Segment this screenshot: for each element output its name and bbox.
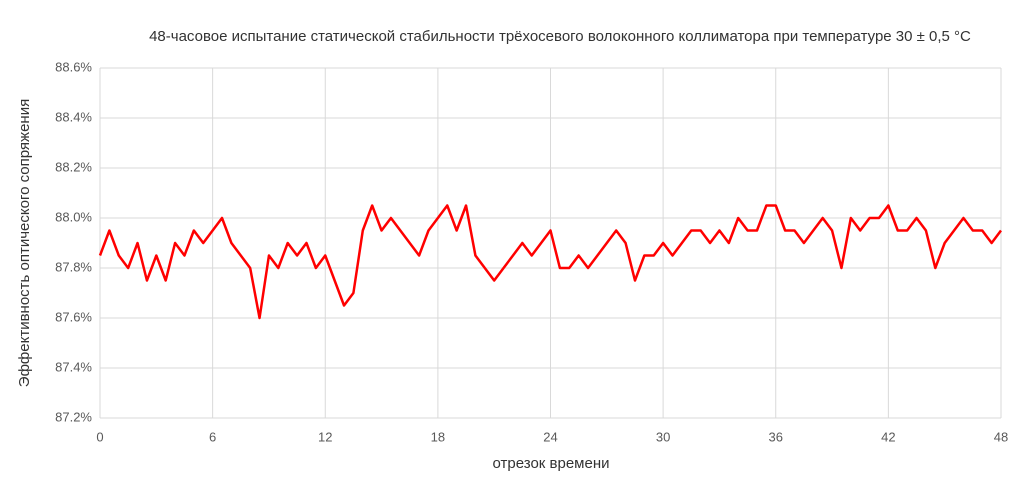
x-tick-label: 42 (881, 429, 895, 444)
x-tick-label: 30 (656, 429, 670, 444)
x-tick-label: 18 (431, 429, 445, 444)
y-tick-label: 87.4% (55, 359, 92, 374)
y-tick-label: 88.2% (55, 159, 92, 174)
x-tick-label: 6 (209, 429, 216, 444)
y-tick-label: 87.8% (55, 259, 92, 274)
x-axis-label: отрезок времени (493, 455, 610, 472)
x-tick-label: 48 (994, 429, 1008, 444)
x-tick-label: 12 (318, 429, 332, 444)
chart-title: 48-часовое испытание статической стабиль… (149, 28, 971, 45)
x-tick-label: 24 (543, 429, 557, 444)
y-tick-label: 87.2% (55, 409, 92, 424)
y-tick-label: 87.6% (55, 309, 92, 324)
x-tick-label: 36 (769, 429, 783, 444)
x-tick-label: 0 (96, 429, 103, 444)
y-tick-label: 88.0% (55, 209, 92, 224)
y-tick-label: 88.4% (55, 109, 92, 124)
y-axis-label: Эффективность оптического сопряжения (16, 99, 33, 387)
y-tick-label: 88.6% (55, 59, 92, 74)
data-line (98, 204, 1002, 320)
